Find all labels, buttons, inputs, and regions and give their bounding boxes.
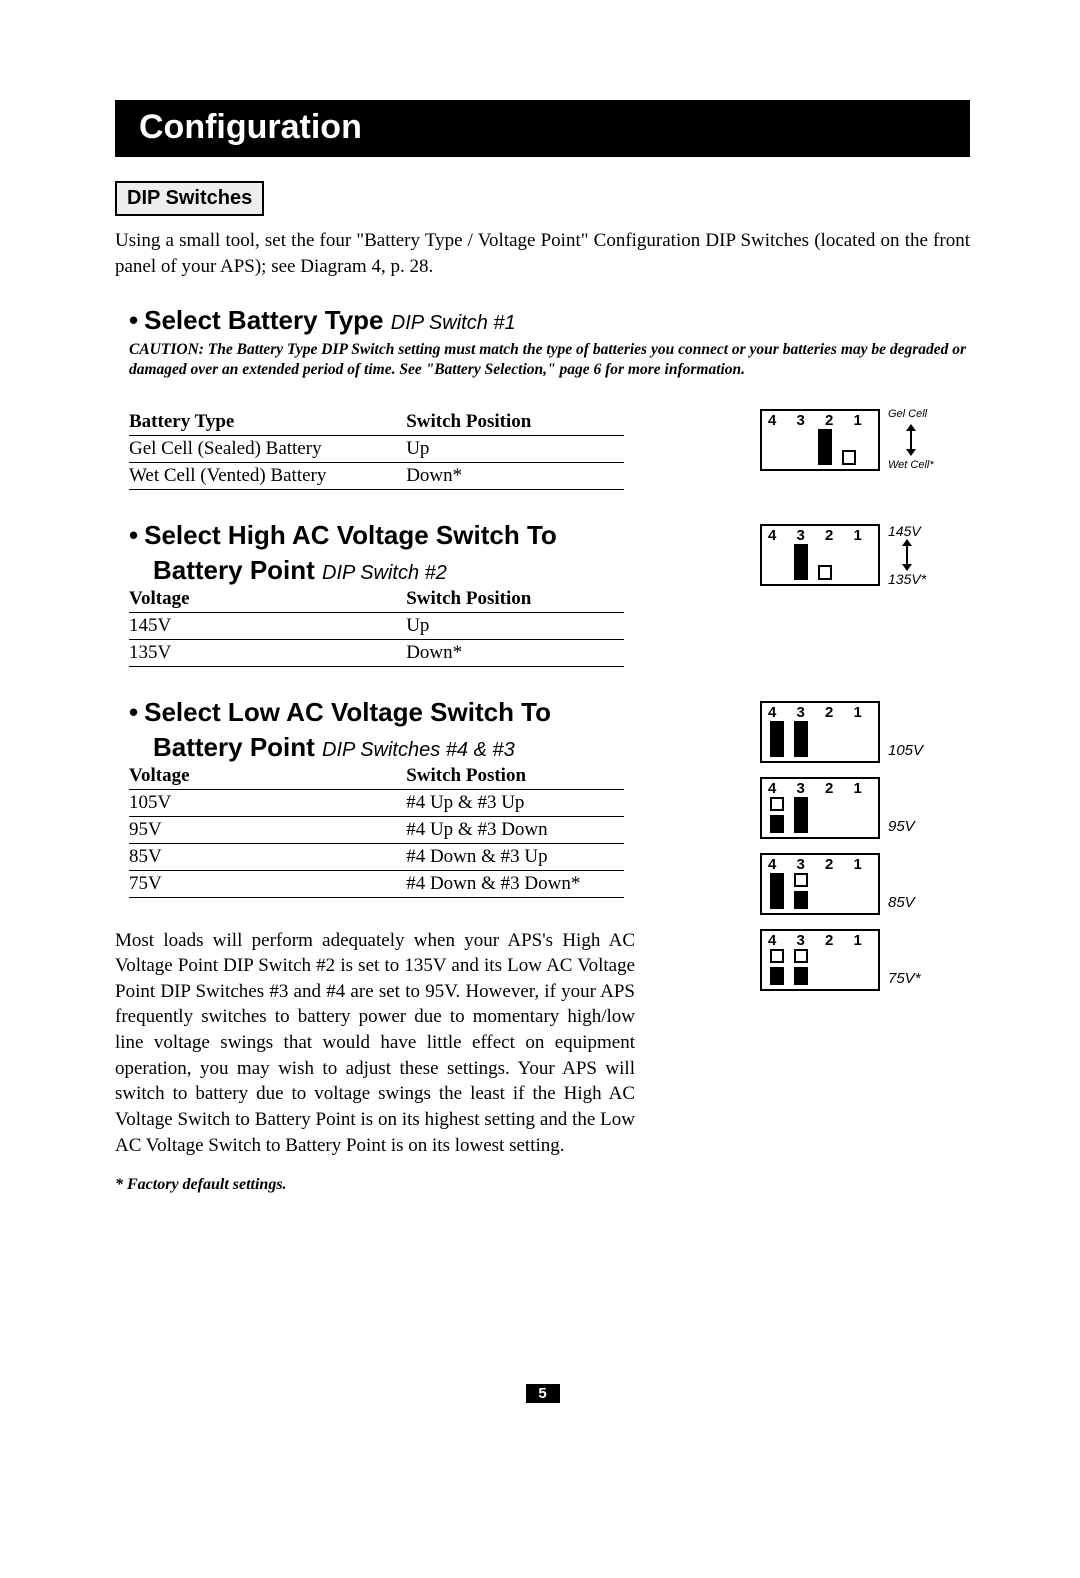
section3-dip-label: DIP Switches #4 & #3 [322,739,515,761]
page-number: 5 [526,1384,560,1403]
table-header: Voltage [129,763,406,790]
table-row: Gel Cell (Sealed) BatteryUp [129,435,624,462]
table-row: 135VDown* [129,639,624,666]
table-row: 145VUp [129,612,624,639]
dip-numbers: 4 3 2 1 [768,705,870,720]
table-row: 75V#4 Down & #3 Down* [129,870,624,897]
diagram-label: 75V* [888,970,921,991]
diagram-label: 95V [888,818,915,839]
diagram-label-top: 145V [888,524,926,538]
dip-numbers: 4 3 2 1 [768,933,870,948]
section3-title: Select Low AC Voltage Switch To [144,697,551,727]
diagram-label-bottom: Wet Cell* [888,460,934,471]
dip-diagram-95v: 4 3 2 1 95V [760,777,970,839]
high-voltage-table: VoltageSwitch Position 145VUp 135VDown* [129,586,624,667]
table-header: Voltage [129,586,406,613]
low-voltage-table: VoltageSwitch Postion 105V#4 Up & #3 Up … [129,763,624,898]
table-row: 85V#4 Down & #3 Up [129,843,624,870]
diagram-label-bottom: 135V* [888,572,926,586]
table-header: Switch Position [406,586,624,613]
footnote: * Factory default settings. [115,1176,736,1194]
intro-paragraph: Using a small tool, set the four "Batter… [115,228,970,279]
section2-heading: •Select High AC Voltage Switch To [129,520,736,551]
section1-dip-label: DIP Switch #1 [391,312,516,334]
table-header: Battery Type [129,409,406,436]
dip-numbers: 4 3 2 1 [768,413,870,428]
dip-diagram-high-voltage: 4 3 2 1 145V 135V* [760,524,970,586]
section1-title: Select Battery Type [144,305,383,335]
diagram-label: 85V [888,894,915,915]
table-row: 105V#4 Up & #3 Up [129,789,624,816]
section2-title: Select High AC Voltage Switch To [144,520,557,550]
battery-type-table: Battery TypeSwitch Position Gel Cell (Se… [129,409,624,490]
section2-subheading: Battery Point DIP Switch #2 [153,555,736,586]
section2-dip-label: DIP Switch #2 [322,562,447,584]
up-down-arrow-icon [888,539,926,571]
table-header: Switch Postion [406,763,624,790]
section3-subheading: Battery Point DIP Switches #4 & #3 [153,732,736,763]
up-down-arrow-icon [888,424,934,456]
dip-diagram-105v: 4 3 2 1 105V [760,701,970,763]
dip-numbers: 4 3 2 1 [768,857,870,872]
section1-caution: CAUTION: The Battery Type DIP Switch set… [129,340,970,380]
section3-heading: •Select Low AC Voltage Switch To [129,697,736,728]
dip-switches-heading: DIP Switches [115,181,264,216]
table-row: Wet Cell (Vented) BatteryDown* [129,462,624,489]
table-row: 95V#4 Up & #3 Down [129,816,624,843]
dip-numbers: 4 3 2 1 [768,781,870,796]
diagram-label-top: Gel Cell [888,409,934,420]
page-title-banner: Configuration [115,100,970,157]
diagram-label: 105V [888,742,923,763]
explanation-paragraph: Most loads will perform adequately when … [115,928,635,1159]
dip-diagram-battery: 4 3 2 1 Gel Cell Wet Cell* [760,409,970,471]
dip-diagram-85v: 4 3 2 1 85V [760,853,970,915]
dip-numbers: 4 3 2 1 [768,528,870,543]
table-header: Switch Position [406,409,624,436]
section1-heading: •Select Battery Type DIP Switch #1 [129,305,970,336]
dip-diagram-75v: 4 3 2 1 75V* [760,929,970,991]
